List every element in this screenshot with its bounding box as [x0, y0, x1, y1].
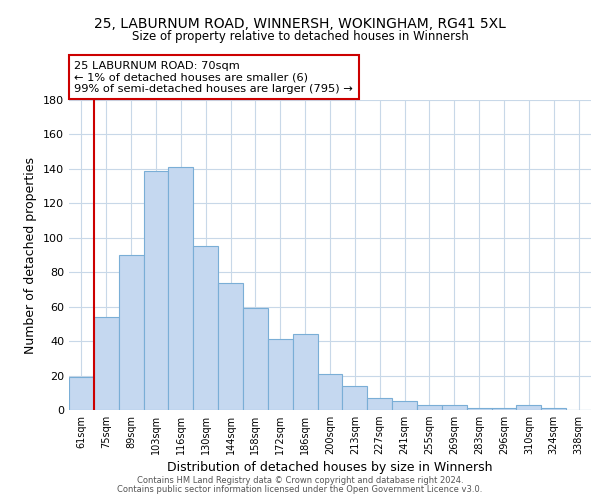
Text: 25, LABURNUM ROAD, WINNERSH, WOKINGHAM, RG41 5XL: 25, LABURNUM ROAD, WINNERSH, WOKINGHAM, …: [94, 18, 506, 32]
Text: Contains public sector information licensed under the Open Government Licence v3: Contains public sector information licen…: [118, 485, 482, 494]
Bar: [343, 386, 367, 410]
Bar: [392, 402, 417, 410]
Y-axis label: Number of detached properties: Number of detached properties: [25, 156, 37, 354]
Bar: [517, 405, 541, 410]
Text: Size of property relative to detached houses in Winnersh: Size of property relative to detached ho…: [131, 30, 469, 43]
Bar: [417, 405, 442, 410]
Bar: [467, 408, 491, 410]
Bar: [119, 255, 143, 410]
Bar: [94, 317, 119, 410]
Text: 25 LABURNUM ROAD: 70sqm
← 1% of detached houses are smaller (6)
99% of semi-deta: 25 LABURNUM ROAD: 70sqm ← 1% of detached…: [74, 60, 353, 94]
Bar: [243, 308, 268, 410]
X-axis label: Distribution of detached houses by size in Winnersh: Distribution of detached houses by size …: [167, 462, 493, 474]
Bar: [491, 408, 517, 410]
Bar: [317, 374, 343, 410]
Bar: [218, 282, 243, 410]
Bar: [442, 405, 467, 410]
Text: Contains HM Land Registry data © Crown copyright and database right 2024.: Contains HM Land Registry data © Crown c…: [137, 476, 463, 485]
Bar: [268, 340, 293, 410]
Bar: [143, 170, 169, 410]
Bar: [293, 334, 317, 410]
Bar: [367, 398, 392, 410]
Bar: [193, 246, 218, 410]
Bar: [541, 408, 566, 410]
Bar: [169, 167, 193, 410]
Bar: [69, 378, 94, 410]
